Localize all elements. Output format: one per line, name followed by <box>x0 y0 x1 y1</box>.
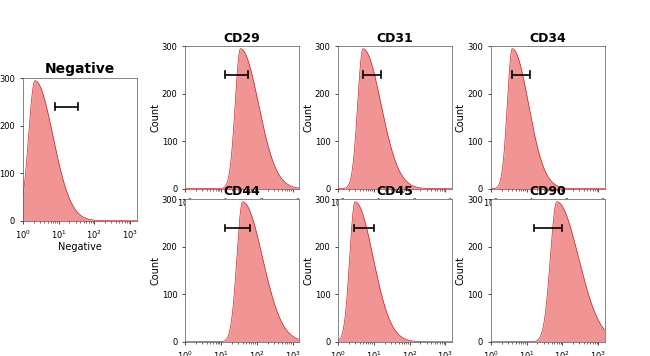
Title: CD31: CD31 <box>376 32 413 45</box>
Y-axis label: Count: Count <box>456 103 466 132</box>
X-axis label: CD34: CD34 <box>534 210 561 220</box>
Y-axis label: Count: Count <box>303 256 313 285</box>
X-axis label: CD29: CD29 <box>229 210 255 220</box>
Y-axis label: Count: Count <box>150 256 161 285</box>
Title: CD44: CD44 <box>224 185 261 198</box>
Title: CD45: CD45 <box>376 185 413 198</box>
X-axis label: Negative: Negative <box>58 242 101 252</box>
Y-axis label: Count: Count <box>303 103 313 132</box>
Title: CD90: CD90 <box>529 185 566 198</box>
Title: CD29: CD29 <box>224 32 261 45</box>
Title: CD34: CD34 <box>529 32 566 45</box>
X-axis label: CD31: CD31 <box>382 210 408 220</box>
Title: Negative: Negative <box>44 62 115 76</box>
Y-axis label: Count: Count <box>150 103 161 132</box>
Y-axis label: Count: Count <box>456 256 466 285</box>
